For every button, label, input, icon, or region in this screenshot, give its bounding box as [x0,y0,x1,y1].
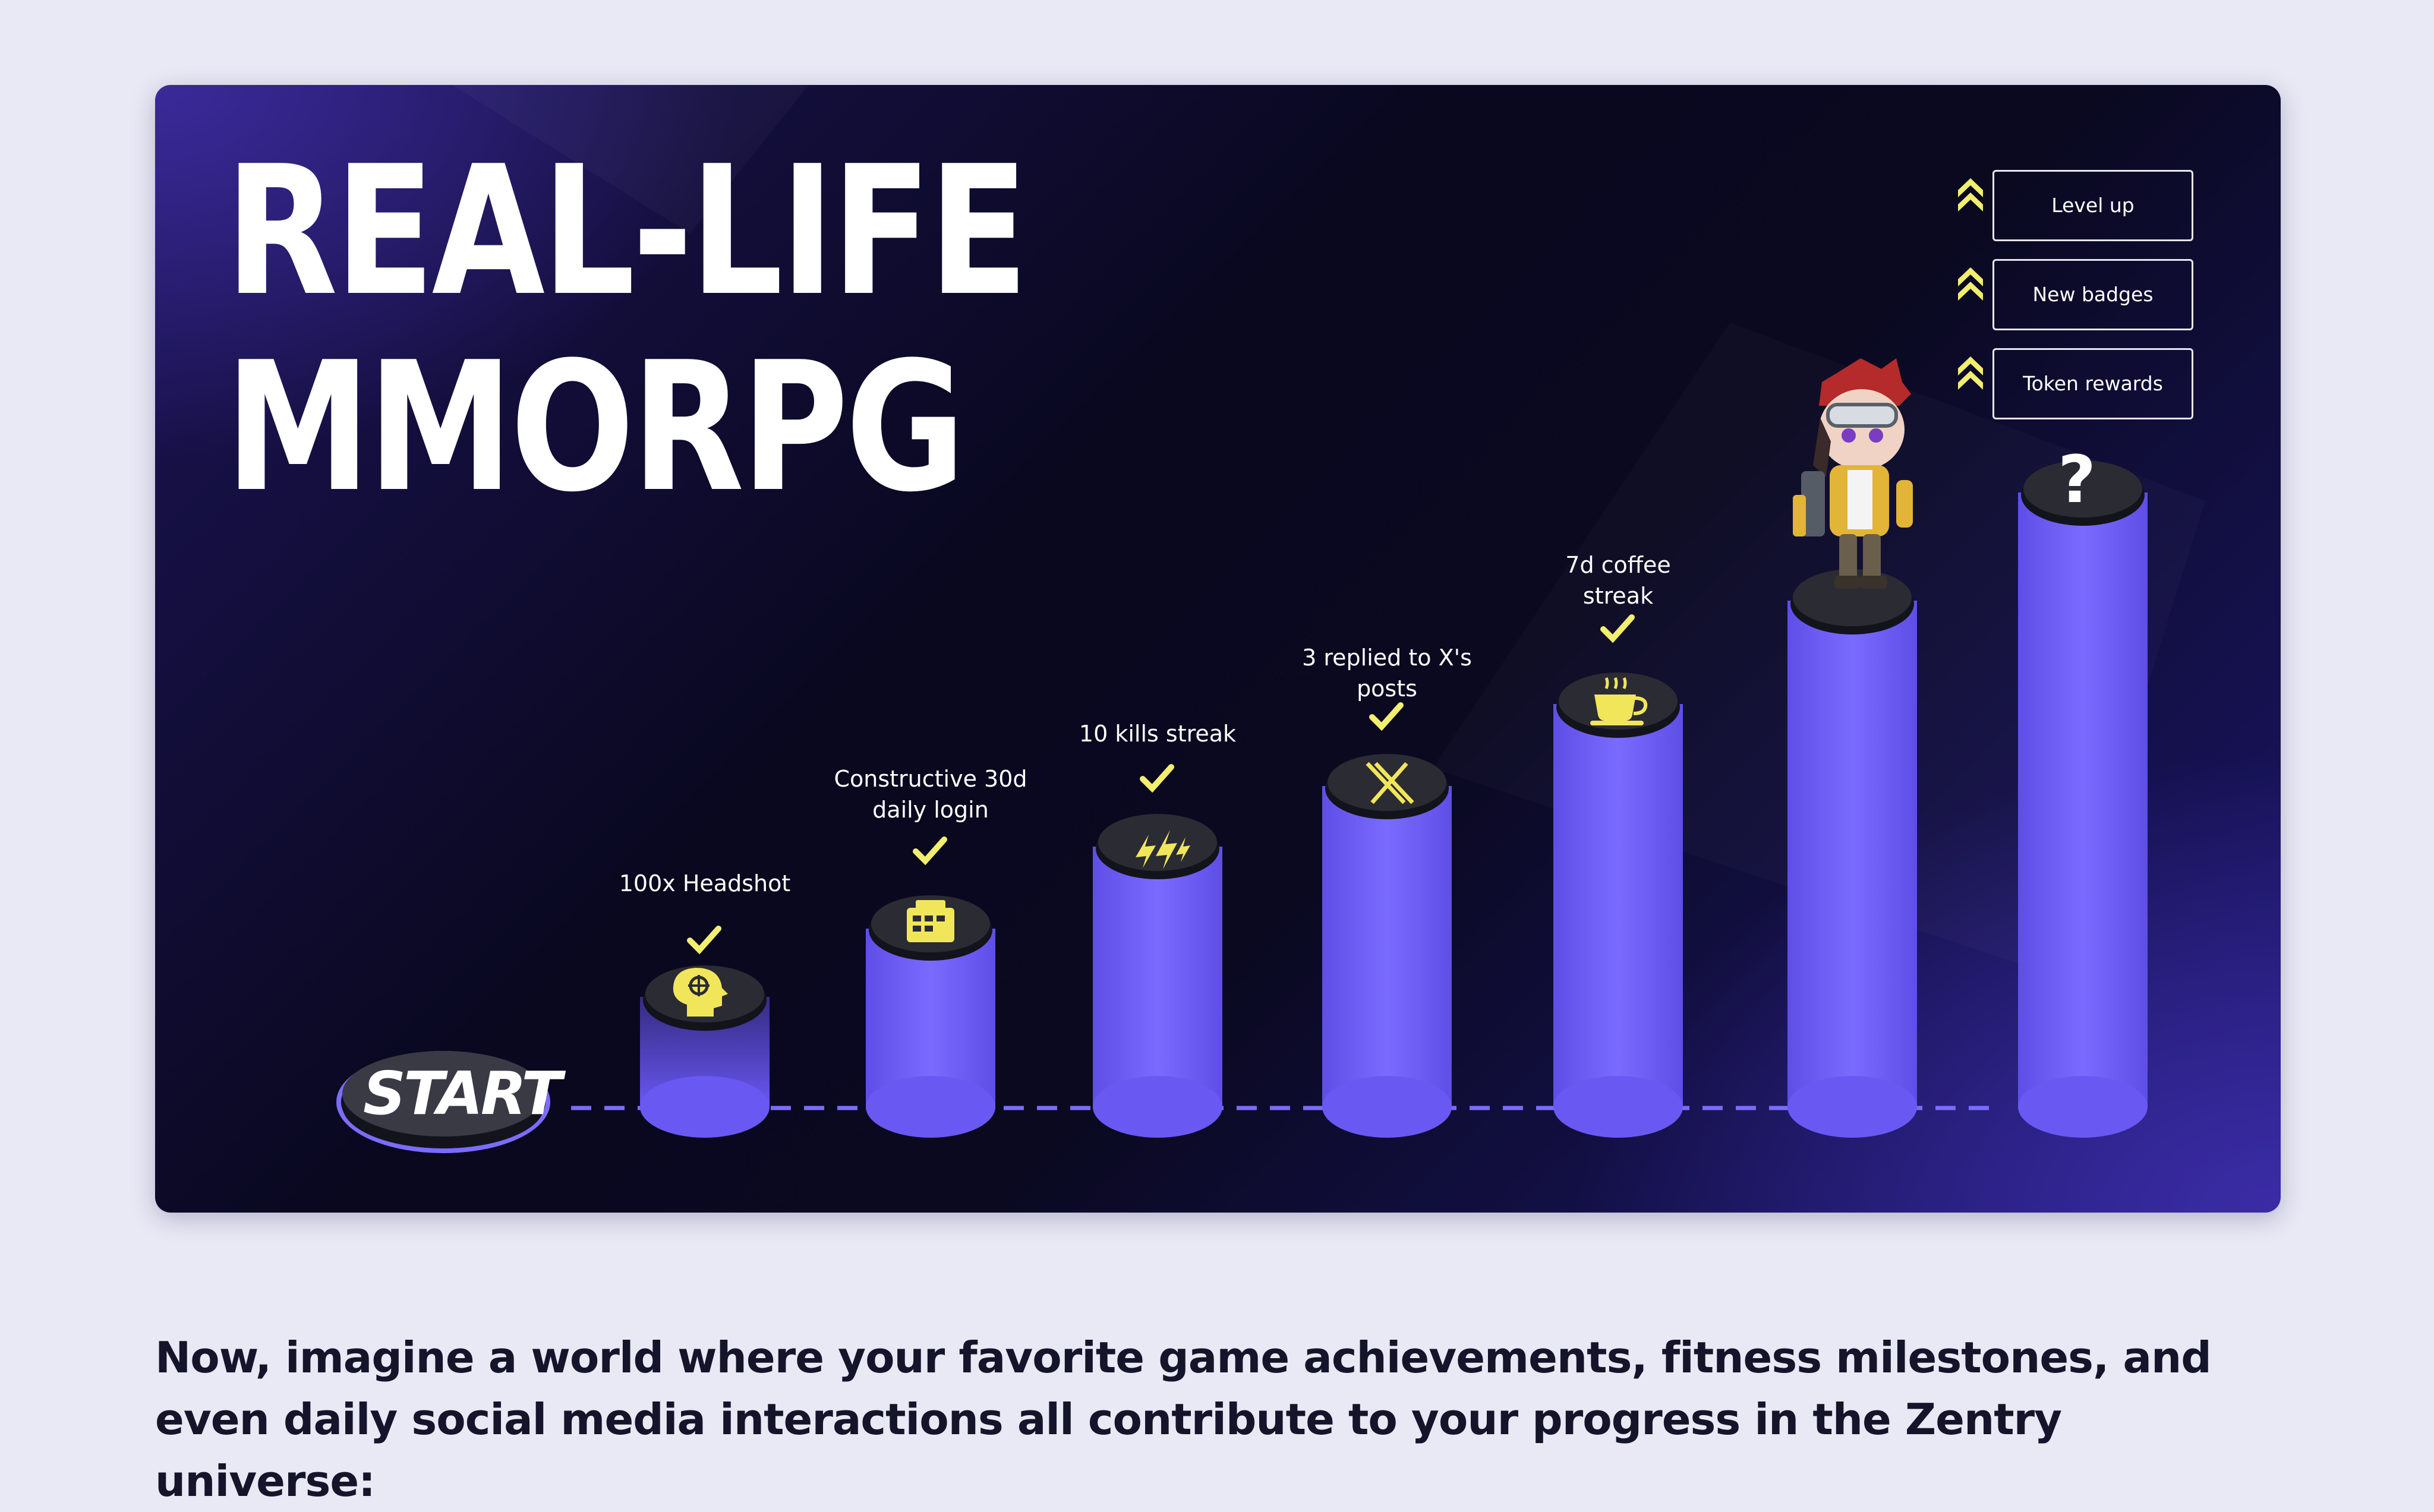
kill-streak-icon [1136,830,1190,869]
checkmark-icon [687,614,1635,955]
legend-item-level-up: Level up [1956,170,2193,244]
hero-card: REAL-LIFE MMORPG Level up New badges Tok… [155,85,2281,1213]
step-label-daily-login: Constructive 30d daily login [794,763,1067,825]
step-label-kills-streak: 10 kills streak [1079,721,1237,747]
start-disk [336,1051,550,1153]
legend-label: Token rewards [1992,348,2193,419]
hero-title-line-1: REAL-LIFE [225,128,1029,335]
step-label-text: 3 replied to X's posts [1302,645,1472,702]
x-logo-icon [1366,762,1414,804]
legend-item-new-badges: New badges [1956,259,2193,333]
headshot-icon [673,968,728,1017]
pillar-7 [2018,460,2148,1138]
double-chevron-up-icon [1958,267,1983,301]
double-chevron-up-icon [1958,356,1983,390]
pillar-4 [1322,754,1452,1138]
step-label-text: 7d coffee streak [1565,552,1671,609]
step-label-coffee-streak: 7d coffee streak [1481,550,1755,611]
hero-title: REAL-LIFE MMORPG [225,128,1029,531]
question-icon: ? [2058,441,2096,517]
pillar-6 [1787,569,1917,1138]
step-label-text: Constructive 30d daily login [834,766,1027,823]
step-label-headshot: 100x Headshot [619,870,791,897]
pillar-5 [1553,673,1683,1138]
progress-path-graphic [336,358,2148,1153]
start-label: START [363,1059,562,1128]
step-label-x-posts: 3 replied to X's posts [1250,642,1524,704]
hero-title-line-2: MMORPG [225,324,966,531]
legend-label: Level up [1992,170,2193,241]
double-chevron-up-icon [1958,178,1983,212]
rewards-legend: Level up New badges Token rewards [1956,170,2193,437]
pillar-3 [1093,814,1222,1138]
legend-item-token-rewards: Token rewards [1956,348,2193,422]
coffee-icon [1590,677,1648,725]
calendar-login-icon [907,900,954,942]
avatar-character [1793,358,1913,589]
intro-paragraph: Now, imagine a world where your favorite… [155,1333,2212,1506]
legend-label: New badges [1992,259,2193,330]
